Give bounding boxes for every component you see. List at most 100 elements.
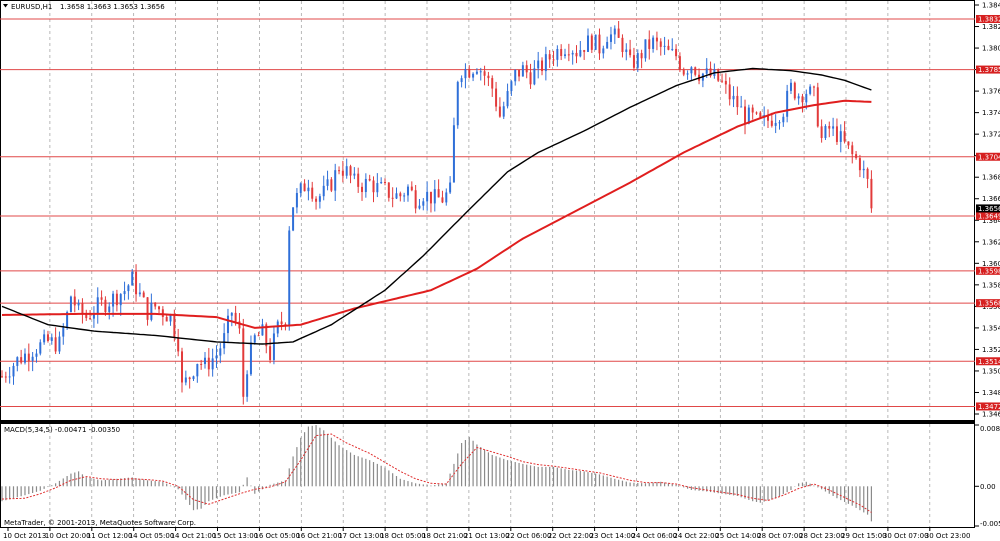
candle-body	[269, 346, 272, 360]
candle-body	[786, 90, 789, 117]
candle-body	[12, 365, 15, 377]
candle-body	[632, 55, 635, 68]
candle-body	[717, 69, 720, 81]
price-tick-label: 1.3625	[982, 238, 1000, 246]
candle-body	[69, 296, 72, 313]
candle-body	[265, 324, 268, 347]
candle-body	[571, 52, 574, 55]
candle-body	[387, 182, 390, 198]
candle-body	[514, 69, 517, 82]
candle-body	[812, 86, 815, 88]
candle-body	[20, 357, 23, 363]
candle-body	[475, 71, 478, 74]
candle-body	[181, 351, 184, 383]
candle-body	[583, 50, 586, 52]
current-price-tag-box	[976, 204, 1000, 213]
candle-body	[870, 178, 873, 209]
candle-body	[326, 179, 329, 186]
candle-body	[58, 336, 61, 352]
copyright-text: MetaTrader, © 2001-2013, MetaQuotes Soft…	[4, 519, 196, 527]
time-tick-label: 16 Oct 21:00	[296, 532, 342, 540]
time-tick-label: 10 Oct 20:00	[45, 532, 91, 540]
time-tick-label: 22 Oct 22:00	[548, 532, 594, 540]
candle-body	[552, 59, 555, 61]
time-tick-label: 23 Oct 14:00	[590, 532, 636, 540]
price-tick-label: 1.3825	[982, 23, 1000, 31]
candle-body	[115, 293, 118, 306]
level-tag-box	[976, 211, 1000, 220]
symbol-dropdown-icon[interactable]	[3, 4, 8, 8]
moving-averages	[1, 67, 872, 345]
time-tick-label: 11 Oct 12:00	[87, 532, 133, 540]
candle-body	[226, 315, 229, 334]
candle-body	[858, 158, 861, 171]
candle-body	[460, 78, 463, 83]
candle-body	[828, 126, 831, 129]
price-tick-label: 1.3845	[982, 2, 1000, 10]
candle-body	[207, 357, 210, 370]
candle-body	[843, 131, 846, 142]
candle-body	[495, 88, 498, 107]
candle-body	[839, 131, 842, 142]
candle-body	[230, 312, 233, 316]
candle-body	[506, 91, 509, 107]
level-tag-box	[976, 65, 1000, 74]
candle-body	[16, 357, 19, 366]
candle-body	[590, 35, 593, 50]
candle-body	[636, 53, 639, 68]
candle-body	[211, 358, 214, 370]
candle-body	[855, 154, 858, 159]
candle-body	[353, 173, 356, 176]
candle-body	[288, 230, 291, 326]
price-tick-label: 1.3725	[982, 131, 1000, 139]
time-tick-label: 22 Oct 06:00	[506, 532, 552, 540]
candle-body	[518, 69, 521, 77]
candle-body	[280, 321, 283, 325]
candle-body	[146, 297, 149, 320]
candle-body	[732, 95, 735, 100]
time-tick-label: 18 Oct 05:00	[380, 532, 426, 540]
candle-body	[449, 182, 452, 193]
candle-body	[188, 377, 191, 380]
time-tick-label: 30 Oct 23:00	[925, 532, 971, 540]
candle-body	[77, 302, 80, 306]
candle-body	[606, 41, 609, 49]
candle-body	[242, 328, 245, 397]
candle-body	[215, 355, 218, 359]
candle-body	[851, 145, 854, 155]
macd-tick-label: -0.00532	[980, 520, 1000, 528]
candle-body	[200, 363, 203, 365]
candle-body	[759, 112, 762, 118]
candle-body	[315, 198, 318, 202]
candle-body	[322, 185, 325, 197]
candle-body	[625, 49, 628, 52]
time-tick-label: 10 Oct 2013	[3, 532, 46, 540]
candle-body	[142, 292, 145, 298]
candle-body	[724, 80, 727, 85]
price-tick-label: 1.3765	[982, 88, 1000, 96]
candle-body	[801, 96, 804, 103]
candle-body	[203, 357, 206, 365]
level-tag-box	[976, 14, 1000, 23]
candle-body	[154, 302, 157, 307]
candle-body	[272, 333, 275, 360]
level-tag: 1.3598	[978, 267, 1000, 275]
candle-body	[744, 106, 747, 124]
candle-body	[736, 95, 739, 108]
candle-body	[361, 186, 364, 193]
candle-body	[464, 68, 467, 79]
ohlc-readout: 1.3658 1.3663 1.3653 1.3656	[60, 3, 165, 11]
candle-body	[705, 68, 708, 74]
candle-body	[613, 28, 616, 35]
candle-body	[579, 50, 582, 57]
candle-body	[364, 178, 367, 193]
macd-histogram	[1, 425, 873, 522]
candle-body	[414, 190, 417, 209]
time-tick-label: 29 Oct 15:00	[841, 532, 887, 540]
macd-axis: 0.00821 0.00 -0.00532	[975, 424, 1000, 528]
candle-body	[544, 54, 547, 72]
price-tick-label: 1.3465	[982, 411, 1000, 419]
candle-body	[92, 314, 95, 319]
